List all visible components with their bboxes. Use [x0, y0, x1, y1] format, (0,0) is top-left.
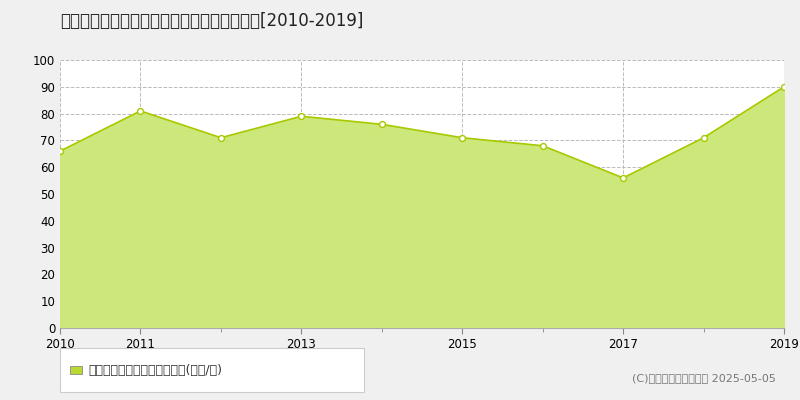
Point — [456, 134, 469, 141]
Text: (C)土地価格ドットコム 2025-05-05: (C)土地価格ドットコム 2025-05-05 — [632, 373, 776, 383]
Text: マンション価格　平均坪単価(万円/坪): マンション価格 平均坪単価(万円/坪) — [88, 364, 222, 376]
Point — [778, 84, 790, 90]
Point — [697, 134, 710, 141]
Point — [375, 121, 388, 128]
Point — [214, 134, 227, 141]
Point — [134, 108, 147, 114]
Point — [54, 148, 66, 154]
Point — [536, 142, 549, 149]
Point — [295, 113, 308, 120]
Point — [617, 175, 630, 181]
Text: 神戸市垂水区東垂水町　マンション価格推移[2010-2019]: 神戸市垂水区東垂水町 マンション価格推移[2010-2019] — [60, 12, 363, 30]
